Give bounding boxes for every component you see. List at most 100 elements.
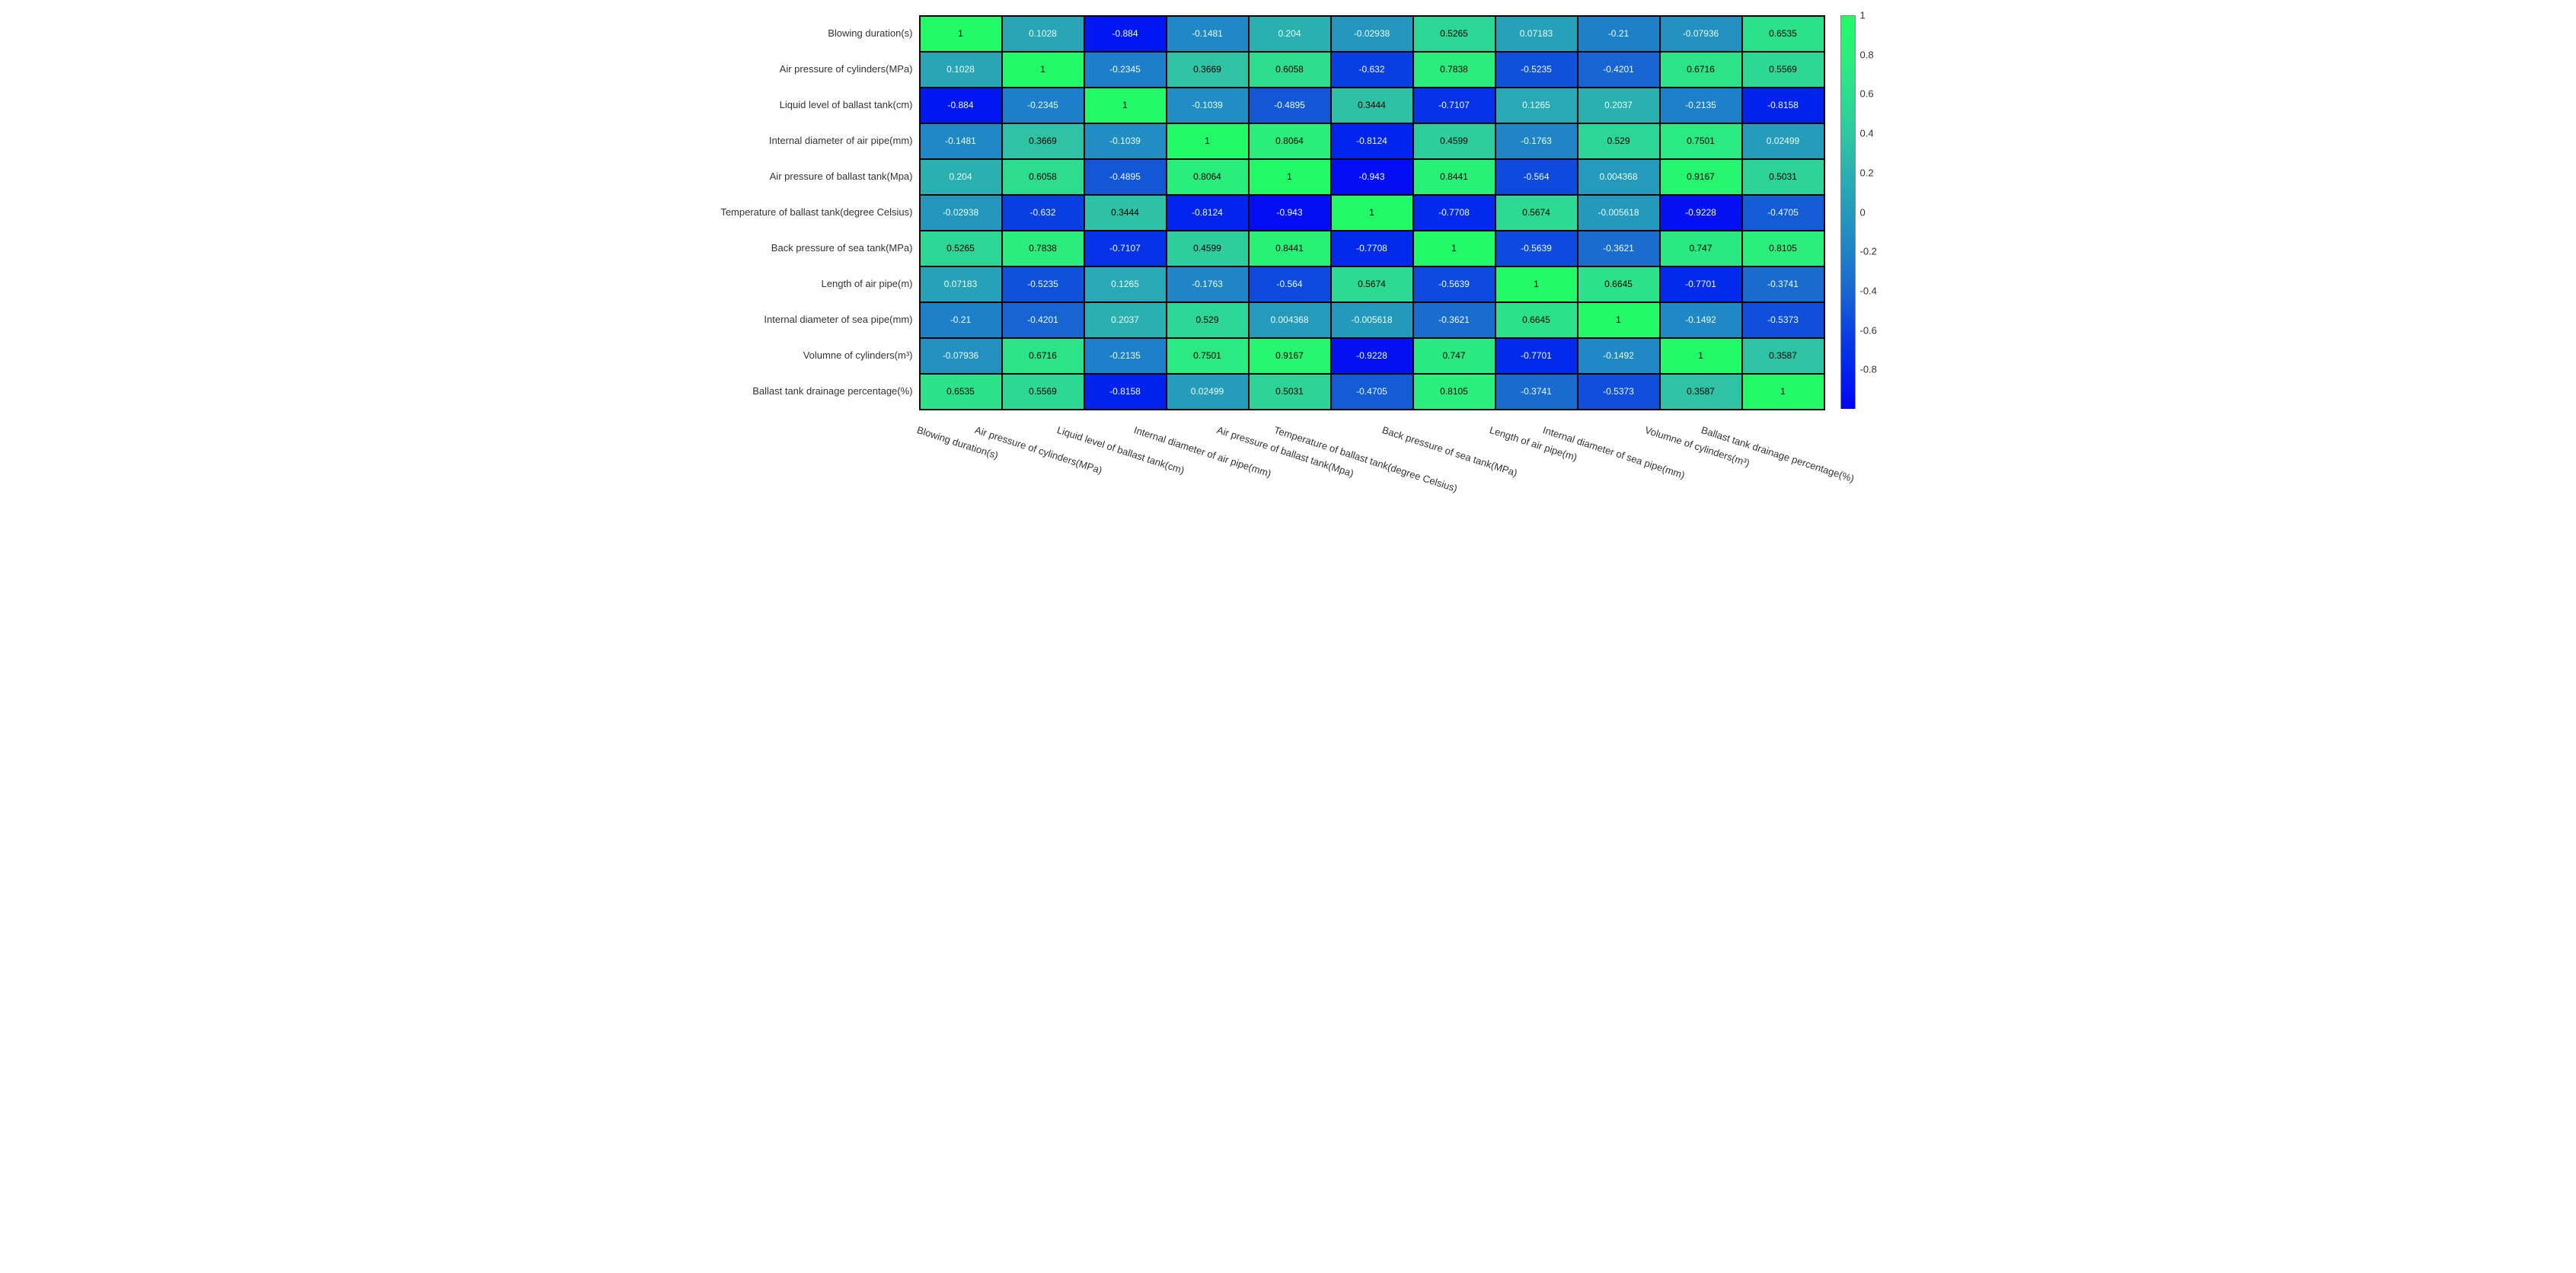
colorbar-gradient <box>1840 15 1856 409</box>
heatmap-cell: -0.3621 <box>1413 302 1495 338</box>
heatmap-cell: -0.564 <box>1495 159 1578 195</box>
heatmap-cell: -0.005618 <box>1578 195 1660 231</box>
heatmap-cell: 0.02499 <box>1167 374 1249 410</box>
heatmap-cell: 1 <box>1084 88 1167 123</box>
heatmap-cell: 1 <box>1249 159 1331 195</box>
heatmap-cell: 1 <box>1578 302 1660 338</box>
heatmap-cell: -0.884 <box>1084 16 1167 52</box>
heatmap-cell: 0.6535 <box>1742 16 1824 52</box>
heatmap-cell: 1 <box>1167 123 1249 159</box>
heatmap-cell: -0.4705 <box>1742 195 1824 231</box>
heatmap-cell: 0.1028 <box>1002 16 1084 52</box>
heatmap-cell: -0.4895 <box>1084 159 1167 195</box>
heatmap-cell: 0.4599 <box>1167 231 1249 266</box>
x-axis-labels-row: Blowing duration(s)Air pressure of cylin… <box>686 420 1825 526</box>
heatmap-cell: -0.07936 <box>920 338 1002 374</box>
heatmap-cell: -0.7708 <box>1331 231 1413 266</box>
heatmap-cell: 0.7838 <box>1413 52 1495 88</box>
heatmap-cell: -0.5235 <box>1495 52 1578 88</box>
heatmap-cell: 0.8441 <box>1413 159 1495 195</box>
heatmap-cell: 0.8441 <box>1249 231 1331 266</box>
heatmap-cell: -0.2345 <box>1002 88 1084 123</box>
heatmap-cell: 0.204 <box>920 159 1002 195</box>
heatmap-cell: -0.2135 <box>1660 88 1742 123</box>
heatmap-cell: -0.21 <box>1578 16 1660 52</box>
x-axis-labels: Blowing duration(s)Air pressure of cylin… <box>921 420 1825 526</box>
heatmap-cell: -0.5639 <box>1495 231 1578 266</box>
heatmap-cell: 0.004368 <box>1578 159 1660 195</box>
heatmap-cell: 0.8064 <box>1249 123 1331 159</box>
heatmap-cell: 0.9167 <box>1249 338 1331 374</box>
heatmap-cell: 0.7501 <box>1167 338 1249 374</box>
heatmap-cell: 0.02499 <box>1742 123 1824 159</box>
heatmap-cell: -0.8158 <box>1084 374 1167 410</box>
heatmap-cell: 0.2037 <box>1084 302 1167 338</box>
heatmap-cell: 0.747 <box>1413 338 1495 374</box>
heatmap-cell: -0.7701 <box>1495 338 1578 374</box>
heatmap-cell: -0.4201 <box>1002 302 1084 338</box>
heatmap-cell: -0.005618 <box>1331 302 1413 338</box>
heatmap-cell: -0.02938 <box>1331 16 1413 52</box>
heatmap-cell: -0.3621 <box>1578 231 1660 266</box>
heatmap-cell: 0.529 <box>1167 302 1249 338</box>
heatmap-cell: -0.4705 <box>1331 374 1413 410</box>
colorbar-tick: 0.6 <box>1860 88 1874 100</box>
heatmap-cell: 0.8105 <box>1413 374 1495 410</box>
heatmap-cell: -0.5235 <box>1002 266 1084 302</box>
heatmap-cell: 0.5674 <box>1495 195 1578 231</box>
heatmap-cell: -0.1763 <box>1495 123 1578 159</box>
heatmap-cell: 1 <box>920 16 1002 52</box>
heatmap-cell: -0.1492 <box>1578 338 1660 374</box>
heatmap-cell: -0.7107 <box>1413 88 1495 123</box>
heatmap-cell: 0.529 <box>1578 123 1660 159</box>
y-axis-labels: Blowing duration(s)Air pressure of cylin… <box>691 15 919 409</box>
heatmap-cell: -0.7107 <box>1084 231 1167 266</box>
heatmap-cell: -0.5639 <box>1413 266 1495 302</box>
heatmap-cell: 0.1265 <box>1084 266 1167 302</box>
heatmap-cell: -0.1481 <box>920 123 1002 159</box>
heatmap-cell: -0.632 <box>1331 52 1413 88</box>
heatmap-cell: -0.5373 <box>1578 374 1660 410</box>
heatmap-cell: 0.2037 <box>1578 88 1660 123</box>
heatmap-cell: -0.21 <box>920 302 1002 338</box>
heatmap-cell: -0.7701 <box>1660 266 1742 302</box>
y-label: Ballast tank drainage percentage(%) <box>691 373 913 409</box>
heatmap-cell: 0.004368 <box>1249 302 1331 338</box>
heatmap-cell: 0.5569 <box>1742 52 1824 88</box>
heatmap-cell: -0.3741 <box>1742 266 1824 302</box>
heatmap-cell: 0.07183 <box>920 266 1002 302</box>
x-label-spacer <box>686 420 921 526</box>
heatmap-cell: 1 <box>1742 374 1824 410</box>
heatmap-cell: -0.1039 <box>1167 88 1249 123</box>
heatmap-cell: 0.5031 <box>1249 374 1331 410</box>
y-label: Air pressure of cylinders(MPa) <box>691 51 913 87</box>
heatmap-cell: 0.07183 <box>1495 16 1578 52</box>
heatmap-cell: 0.6645 <box>1495 302 1578 338</box>
heatmap-cell: 1 <box>1002 52 1084 88</box>
heatmap-cell: 0.8064 <box>1167 159 1249 195</box>
heatmap-cell: -0.564 <box>1249 266 1331 302</box>
heatmap-cell: 0.5265 <box>1413 16 1495 52</box>
y-label: Length of air pipe(m) <box>691 266 913 302</box>
heatmap-cell: 0.1265 <box>1495 88 1578 123</box>
heatmap-cell: 0.3669 <box>1002 123 1084 159</box>
heatmap-cell: 0.6058 <box>1002 159 1084 195</box>
colorbar-tick: 0 <box>1860 206 1866 218</box>
colorbar: 10.80.60.40.20-0.2-0.4-0.6-0.8 <box>1840 15 1891 409</box>
heatmap-cell: -0.07936 <box>1660 16 1742 52</box>
heatmap-cell: -0.1763 <box>1167 266 1249 302</box>
heatmap-cell: 0.6535 <box>920 374 1002 410</box>
heatmap-cell: 0.3444 <box>1084 195 1167 231</box>
heatmap-cell: 0.3669 <box>1167 52 1249 88</box>
heatmap-cell: -0.1481 <box>1167 16 1249 52</box>
y-label: Volumne of cylinders(m³) <box>691 337 913 373</box>
heatmap-cell: 0.6645 <box>1578 266 1660 302</box>
heatmap-cell: 0.5569 <box>1002 374 1084 410</box>
heatmap-cell: 0.204 <box>1249 16 1331 52</box>
heatmap-cell: -0.2135 <box>1084 338 1167 374</box>
heatmap-cell: -0.943 <box>1249 195 1331 231</box>
heatmap-cell: 0.6058 <box>1249 52 1331 88</box>
heatmap-cell: 1 <box>1660 338 1742 374</box>
heatmap-cell: -0.2345 <box>1084 52 1167 88</box>
heatmap-cell: 0.9167 <box>1660 159 1742 195</box>
